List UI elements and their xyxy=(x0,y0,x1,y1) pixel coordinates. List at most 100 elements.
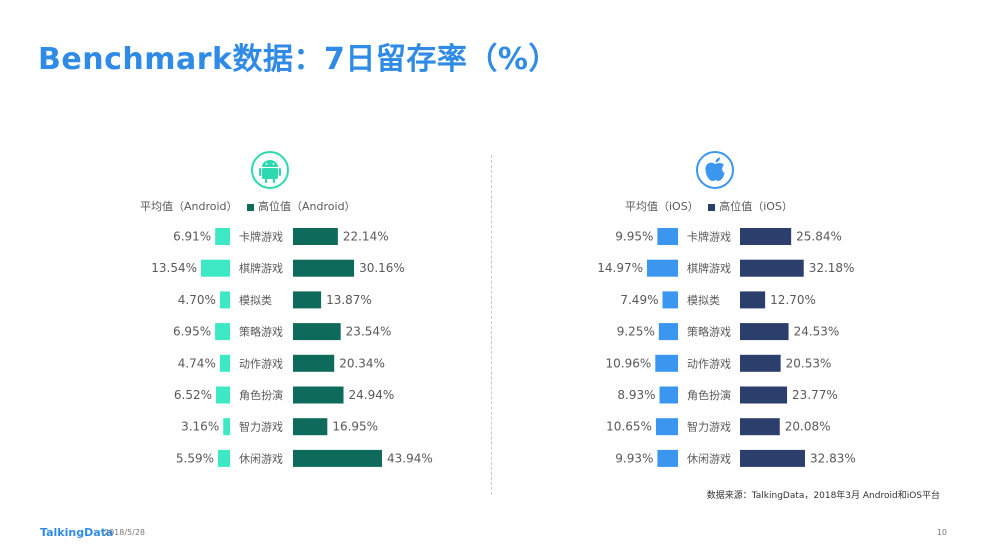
android-avg-bar xyxy=(201,259,230,277)
ios-avg-value-label: 9.95% xyxy=(615,230,653,244)
android-icon xyxy=(251,151,289,189)
android-high-value-label: 13.87% xyxy=(326,293,372,307)
android-high-value-label: 43.94% xyxy=(387,451,433,465)
ios-high-value-label: 25.84% xyxy=(796,230,842,244)
android-avg-value-label: 6.91% xyxy=(173,230,211,244)
ios-category-label: 策略游戏 xyxy=(687,325,731,339)
ios-high-value-label: 12.70% xyxy=(770,293,816,307)
page-number: 10 xyxy=(936,528,947,537)
android-category-label: 休闲游戏 xyxy=(239,451,283,465)
ios-avg-bar xyxy=(657,228,678,245)
legend-swatch-high-ios xyxy=(708,203,716,211)
ios-avg-value-label: 10.65% xyxy=(606,420,652,434)
ios-high-bar xyxy=(740,228,792,245)
android-avg-bar xyxy=(215,323,230,341)
ios-category-label: 动作游戏 xyxy=(687,357,731,370)
android-category-label: 策略游戏 xyxy=(239,325,283,339)
android-avg-bar xyxy=(215,228,230,245)
panel-divider xyxy=(491,155,492,495)
android-avg-value-label: 3.16% xyxy=(181,420,219,434)
android-high-value-label: 20.34% xyxy=(339,356,385,370)
ios-high-value-label: 20.08% xyxy=(785,420,831,434)
android-avg-value-label: 4.70% xyxy=(178,293,216,307)
apple-icon xyxy=(696,151,734,189)
ios-avg-bar xyxy=(658,323,678,341)
legend-high-android: 高位值（Android） xyxy=(258,200,356,213)
footer-date: 2018/5/28 xyxy=(104,528,146,537)
android-high-bar xyxy=(293,323,341,341)
ios-high-bar xyxy=(740,354,781,372)
android-avg-value-label: 6.95% xyxy=(173,325,211,339)
ios-legend: 平均值（iOS） 高位值（iOS） xyxy=(625,198,793,214)
ios-high-value-label: 32.18% xyxy=(809,261,855,275)
ios-high-bar xyxy=(740,386,788,404)
android-category-label: 智力游戏 xyxy=(239,420,283,434)
ios-category-label: 智力游戏 xyxy=(687,420,731,434)
ios-avg-bar xyxy=(662,291,678,309)
ios-avg-bar xyxy=(657,449,678,467)
android-avg-value-label: 5.59% xyxy=(176,451,214,465)
ios-high-bar xyxy=(740,259,804,277)
android-high-bar xyxy=(293,354,335,372)
android-high-value-label: 23.54% xyxy=(346,325,392,339)
android-high-bar xyxy=(293,449,382,467)
ios-high-value-label: 20.53% xyxy=(786,356,832,370)
ios-high-bar xyxy=(740,418,780,436)
ios-avg-bar xyxy=(655,354,678,372)
android-high-bar xyxy=(293,386,344,404)
ios-high-bar xyxy=(740,291,766,309)
android-avg-value-label: 4.74% xyxy=(178,356,216,370)
ios-high-value-label: 23.77% xyxy=(792,388,838,402)
ios-avg-value-label: 8.93% xyxy=(617,388,655,402)
android-avg-bar xyxy=(223,418,230,436)
ios-category-label: 角色扮演 xyxy=(687,388,731,402)
android-high-value-label: 24.94% xyxy=(349,388,395,402)
android-high-bar xyxy=(293,418,328,436)
ios-chart-panel: 平均值（iOS） 高位值（iOS） 9.95% 卡牌游戏 25.84% 14.97% 棋… xyxy=(505,150,925,490)
ios-avg-value-label: 7.49% xyxy=(620,293,658,307)
android-category-label: 棋牌游戏 xyxy=(239,261,283,275)
ios-category-label: 休闲游戏 xyxy=(687,451,731,465)
android-category-label: 模拟类 xyxy=(239,293,272,307)
ios-avg-bar xyxy=(659,386,678,404)
legend-swatch-high-android xyxy=(247,203,255,211)
android-high-bar xyxy=(293,259,355,277)
ios-avg-value-label: 10.96% xyxy=(606,356,652,370)
android-high-value-label: 22.14% xyxy=(343,230,389,244)
ios-high-bar xyxy=(740,323,789,341)
android-avg-bar xyxy=(219,354,230,372)
ios-category-label: 卡牌游戏 xyxy=(687,230,731,244)
legend-avg-android: 平均值（Android） xyxy=(140,200,238,213)
android-category-label: 动作游戏 xyxy=(239,357,283,370)
android-high-value-label: 16.95% xyxy=(332,420,378,434)
legend-avg-ios: 平均值（iOS） xyxy=(625,200,699,213)
android-high-value-label: 30.16% xyxy=(359,261,405,275)
android-legend: 平均值（Android） 高位值（Android） xyxy=(140,198,356,214)
talkingdata-logo: TalkingData xyxy=(40,526,114,539)
ios-avg-bar xyxy=(655,418,678,436)
android-avg-value-label: 13.54% xyxy=(151,261,197,275)
page-title: Benchmark数据：7日留存率（%） xyxy=(38,42,559,77)
ios-category-label: 棋牌游戏 xyxy=(687,261,731,275)
legend-high-ios: 高位值（iOS） xyxy=(719,200,793,213)
ios-avg-bar xyxy=(647,259,678,277)
android-avg-value-label: 6.52% xyxy=(174,388,212,402)
data-source-note: 数据来源：TalkingData，2018年3月 Android和iOS平台 xyxy=(706,491,940,501)
android-avg-bar xyxy=(219,291,230,309)
ios-high-value-label: 32.83% xyxy=(810,451,856,465)
ios-high-value-label: 24.53% xyxy=(794,325,840,339)
android-high-bar xyxy=(293,228,338,245)
android-high-bar xyxy=(293,291,322,309)
ios-avg-value-label: 14.97% xyxy=(597,261,643,275)
ios-avg-value-label: 9.25% xyxy=(617,325,655,339)
android-avg-bar xyxy=(216,386,230,404)
ios-avg-value-label: 9.93% xyxy=(615,451,653,465)
android-category-label: 卡牌游戏 xyxy=(239,230,283,244)
android-category-label: 角色扮演 xyxy=(239,388,283,402)
ios-high-bar xyxy=(740,449,805,467)
android-bar-chart: 6.91% 卡牌游戏 22.14% 13.54% 棋牌游戏 30.16% 4.70% 模拟类 1… xyxy=(151,228,433,467)
android-chart-panel: 平均值（Android） 高位值（Android） 6.91% 卡牌游戏 22.14… xyxy=(60,150,480,490)
ios-category-label: 模拟类 xyxy=(687,293,720,307)
android-avg-bar xyxy=(218,449,230,467)
ios-bar-chart: 9.95% 卡牌游戏 25.84% 14.97% 棋牌游戏 32.18% 7.49% 模拟类 1… xyxy=(597,228,856,467)
